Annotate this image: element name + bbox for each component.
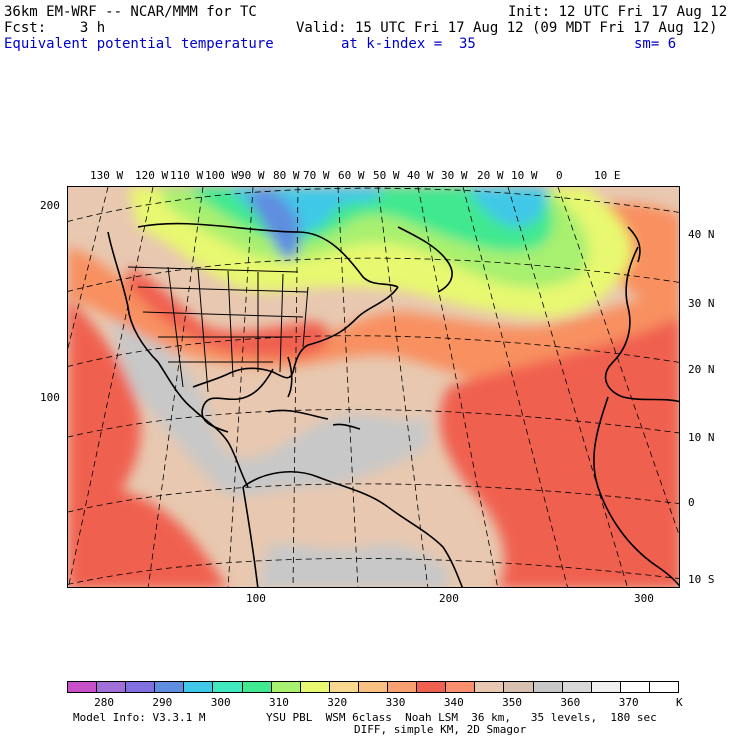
color-scale-cell: [68, 682, 98, 692]
diffusion-info: DIFF, simple KM, 2D Smagor: [354, 723, 527, 736]
longitude-label: 120 W: [135, 169, 169, 182]
color-scale-unit: K: [676, 696, 683, 709]
init-time: Init: 12 UTC Fri 17 Aug 12: [508, 4, 728, 20]
color-scale-cell: [213, 682, 243, 692]
color-scale-cell: [184, 682, 214, 692]
latitude-label: 40 N: [688, 228, 715, 241]
smoothing-label: sm= 6: [634, 36, 677, 52]
physics-info: YSU PBL WSM 6class Noah LSM 36 km, 35 le…: [266, 711, 657, 724]
color-scale-label: 300: [210, 696, 231, 709]
grid-index-label-left: 200: [40, 199, 60, 212]
color-scale-cell: [242, 682, 272, 692]
latitude-label: 10 S: [688, 573, 715, 586]
field-red-region: [439, 317, 679, 587]
grid-index-label-left: 100: [40, 391, 60, 404]
color-scale-cell: [504, 682, 534, 692]
map-panel: [67, 186, 680, 588]
field-orange-band: [68, 247, 679, 389]
longitude-label: 10 E: [594, 169, 621, 182]
color-scale-label: 340: [443, 696, 464, 709]
longitude-label: 50 W: [373, 169, 400, 182]
color-scale-cell: [533, 682, 563, 692]
longitude-label: 10 W: [511, 169, 538, 182]
grid-index-label-bottom: 300: [634, 592, 654, 605]
latitude-label: 0: [688, 496, 695, 509]
longitude-label: 20 W: [477, 169, 504, 182]
latitude-label: 20 N: [688, 363, 715, 376]
valid-time: Valid: 15 UTC Fri 17 Aug 12 (09 MDT Fri …: [296, 20, 718, 36]
longitude-label: 40 W: [407, 169, 434, 182]
longitude-label: 70 W: [303, 169, 330, 182]
field-gray-region: [258, 544, 448, 587]
model-title: 36km EM-WRF -- NCAR/MMM for TC: [4, 4, 257, 20]
color-scale-cell: [329, 682, 359, 692]
color-scale-cell: [358, 682, 389, 692]
equivalent-potential-temperature-map: [68, 187, 679, 587]
color-scale-label: 280: [94, 696, 115, 709]
color-scale-cell: [97, 682, 127, 692]
longitude-label: 90 W: [238, 169, 265, 182]
color-scale-label: 350: [502, 696, 523, 709]
color-scale-cell: [155, 682, 185, 692]
color-scale-label: 360: [560, 696, 581, 709]
color-scale-label: 320: [327, 696, 348, 709]
field-blue-region: [248, 187, 301, 260]
color-scale-cell: [388, 682, 418, 692]
color-scale-bar: [67, 681, 679, 693]
latitude-label: 30 N: [688, 297, 715, 310]
field-name: Equivalent potential temperature: [4, 36, 274, 52]
color-scale-cell: [300, 682, 330, 692]
grid-index-label-bottom: 200: [439, 592, 459, 605]
color-scale-label: 310: [269, 696, 289, 709]
longitude-label: 30 W: [441, 169, 468, 182]
lat-lon-graticule: [68, 187, 679, 587]
color-scale-label: 370: [618, 696, 639, 709]
color-scale-cell: [417, 682, 447, 692]
latitude-label: 10 N: [688, 431, 715, 444]
color-scale-label: 330: [385, 696, 406, 709]
field-red-region: [68, 477, 227, 587]
field-red-region: [128, 267, 329, 358]
field-gray-region: [108, 307, 428, 496]
color-scale-cell: [591, 682, 621, 692]
color-scale-cell: [562, 682, 592, 692]
color-scale-label: 290: [152, 696, 173, 709]
color-scale-cell: [620, 682, 650, 692]
longitude-label: 130 W: [90, 169, 124, 182]
grid-index-label-bottom: 100: [246, 592, 266, 605]
longitude-label: 80 W: [273, 169, 300, 182]
longitude-label: 0: [556, 169, 563, 182]
coastlines: [107, 222, 679, 587]
field-red-region: [68, 297, 141, 507]
color-scale-cell: [475, 682, 505, 692]
longitude-label: 110 W: [170, 169, 204, 182]
color-scale-cell: [126, 682, 156, 692]
color-scale-cell: [649, 682, 678, 692]
field-cyan-region: [468, 187, 548, 227]
color-scale-cell: [446, 682, 476, 692]
level-label: at k-index = 35: [341, 36, 476, 52]
longitude-label: 100 W: [205, 169, 239, 182]
color-scale-cell: [271, 682, 301, 692]
model-info: Model Info: V3.3.1 M: [73, 711, 206, 724]
longitude-label: 60 W: [338, 169, 365, 182]
forecast-hour: Fcst: 3 h: [4, 20, 106, 36]
political-borders: [127, 266, 309, 393]
